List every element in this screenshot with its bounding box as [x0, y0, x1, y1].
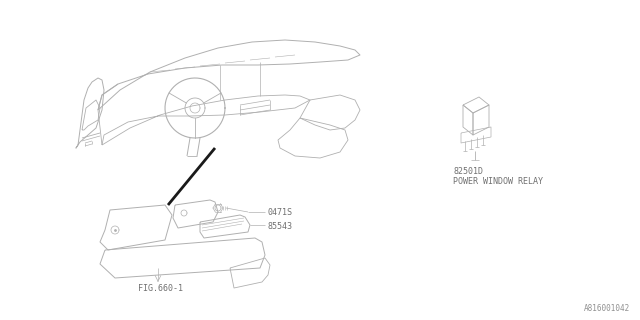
Text: POWER WINDOW RELAY: POWER WINDOW RELAY [453, 177, 543, 186]
Text: FIG.660-1: FIG.660-1 [138, 284, 183, 293]
Text: A816001042: A816001042 [584, 304, 630, 313]
Text: 85543: 85543 [268, 222, 293, 231]
Text: 0471S: 0471S [268, 208, 293, 217]
Text: 82501D: 82501D [453, 167, 483, 176]
